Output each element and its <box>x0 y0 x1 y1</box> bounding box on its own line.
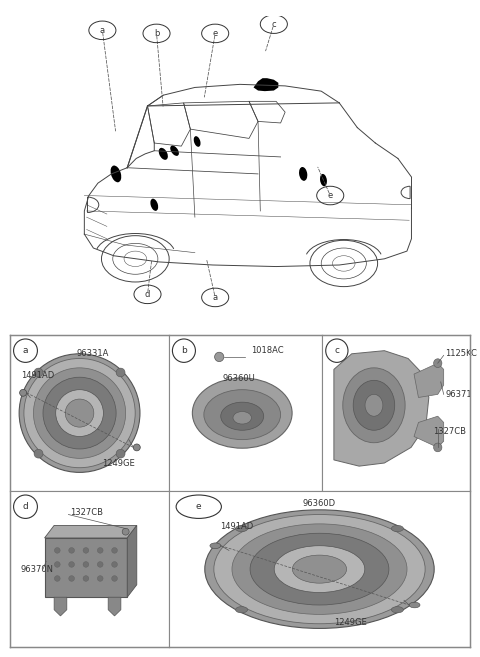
Circle shape <box>236 526 248 532</box>
Circle shape <box>65 399 94 427</box>
Text: 1327CB: 1327CB <box>70 509 103 518</box>
Text: 1125KC: 1125KC <box>445 350 477 358</box>
Circle shape <box>19 354 140 472</box>
Polygon shape <box>45 526 137 538</box>
Text: 96360D: 96360D <box>303 499 336 508</box>
Circle shape <box>250 533 389 605</box>
Circle shape <box>69 547 74 553</box>
Ellipse shape <box>233 411 252 424</box>
Circle shape <box>274 546 365 593</box>
Text: c: c <box>272 20 276 29</box>
Text: 96371: 96371 <box>445 390 472 399</box>
Text: b: b <box>181 346 187 355</box>
Circle shape <box>43 377 116 449</box>
Ellipse shape <box>110 166 121 182</box>
Circle shape <box>433 443 442 452</box>
Text: 1018AC: 1018AC <box>252 346 284 355</box>
Text: 96360U: 96360U <box>222 374 255 383</box>
Ellipse shape <box>320 174 327 186</box>
Polygon shape <box>334 351 429 466</box>
Text: a: a <box>100 26 105 35</box>
Circle shape <box>54 547 60 553</box>
Ellipse shape <box>192 378 292 448</box>
Text: 1327CB: 1327CB <box>433 427 466 436</box>
Text: e: e <box>196 502 202 511</box>
Text: e: e <box>213 29 218 38</box>
Circle shape <box>112 562 118 567</box>
Circle shape <box>97 562 103 567</box>
Ellipse shape <box>194 136 201 147</box>
Circle shape <box>409 602 420 608</box>
Text: 1249GE: 1249GE <box>102 459 134 468</box>
Polygon shape <box>54 597 67 616</box>
Circle shape <box>214 514 425 623</box>
Ellipse shape <box>299 167 307 181</box>
Text: a: a <box>23 346 28 355</box>
Circle shape <box>391 526 403 532</box>
Polygon shape <box>108 597 121 616</box>
Circle shape <box>433 359 442 367</box>
Text: 96331A: 96331A <box>76 350 108 358</box>
Circle shape <box>215 352 224 361</box>
Text: a: a <box>213 293 218 302</box>
Circle shape <box>69 576 74 581</box>
Text: 1249GE: 1249GE <box>335 618 367 627</box>
Circle shape <box>133 444 140 451</box>
Circle shape <box>83 547 89 553</box>
Circle shape <box>292 555 347 583</box>
Text: b: b <box>154 29 159 38</box>
Text: d: d <box>145 290 150 299</box>
Text: 1491AD: 1491AD <box>220 522 253 532</box>
Text: e: e <box>328 191 333 200</box>
Circle shape <box>116 449 125 458</box>
Circle shape <box>97 547 103 553</box>
Circle shape <box>391 606 403 613</box>
Circle shape <box>205 510 434 628</box>
Circle shape <box>54 562 60 567</box>
Circle shape <box>34 368 43 377</box>
Circle shape <box>97 576 103 581</box>
Circle shape <box>116 368 125 377</box>
Text: d: d <box>23 502 28 511</box>
Ellipse shape <box>365 394 383 417</box>
Circle shape <box>236 606 248 613</box>
Ellipse shape <box>159 148 168 160</box>
Circle shape <box>210 543 221 549</box>
Circle shape <box>34 449 43 458</box>
Ellipse shape <box>150 198 158 211</box>
Polygon shape <box>127 526 137 597</box>
Polygon shape <box>414 417 444 447</box>
Circle shape <box>34 368 126 459</box>
FancyBboxPatch shape <box>45 538 127 597</box>
Ellipse shape <box>204 390 281 440</box>
Circle shape <box>232 524 407 614</box>
Ellipse shape <box>343 368 405 443</box>
Circle shape <box>122 528 129 535</box>
Ellipse shape <box>353 380 395 430</box>
Circle shape <box>69 562 74 567</box>
Polygon shape <box>414 363 444 397</box>
Circle shape <box>112 576 118 581</box>
Text: 1491AD: 1491AD <box>21 371 54 380</box>
Circle shape <box>83 562 89 567</box>
Text: c: c <box>335 346 339 355</box>
Circle shape <box>83 576 89 581</box>
Ellipse shape <box>170 146 179 156</box>
Circle shape <box>24 359 135 468</box>
Text: 96370N: 96370N <box>21 564 54 574</box>
Ellipse shape <box>221 402 264 430</box>
Circle shape <box>20 390 26 396</box>
Circle shape <box>54 576 60 581</box>
Circle shape <box>56 390 103 436</box>
Circle shape <box>112 547 118 553</box>
Polygon shape <box>253 78 278 91</box>
